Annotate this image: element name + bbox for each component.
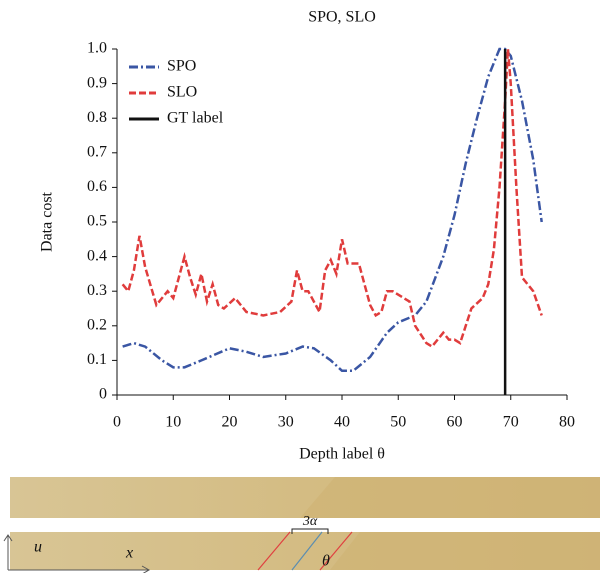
image-label: u	[34, 539, 42, 556]
y-tick-label: 0.8	[87, 109, 107, 126]
y-tick-label: 0.4	[87, 247, 107, 264]
axes-arrows	[3, 534, 151, 573]
x-tick-label: 50	[390, 414, 406, 431]
y-tick-label: 0	[99, 386, 107, 403]
image-label: 3α	[302, 514, 318, 529]
image-label: θ	[322, 553, 330, 570]
x-axis-label: Depth label θ	[299, 446, 385, 463]
image-strips: u x 3α θ	[3, 477, 600, 573]
y-tick-label: 0.9	[87, 74, 107, 91]
ray	[257, 531, 291, 571]
y-tick-label: 1.0	[87, 40, 107, 57]
legend-label: SPO	[167, 58, 196, 75]
x-tick-label: 0	[113, 414, 121, 431]
x-tick-label: 40	[334, 414, 350, 431]
x-tick-label: 80	[559, 414, 575, 431]
series-line	[121, 48, 543, 349]
ray	[291, 531, 323, 571]
legend-label: SLO	[167, 84, 197, 101]
x-tick-label: 30	[278, 414, 294, 431]
x-tick-label: 10	[165, 414, 181, 431]
ray	[319, 531, 353, 571]
y-tick-label: 0.2	[87, 316, 107, 333]
legend-label: GT label	[167, 110, 224, 127]
y-tick-label: 0.7	[87, 143, 107, 160]
y-tick-label: 0.5	[87, 213, 107, 230]
strip-shade	[330, 532, 600, 570]
y-tick-label: 0.1	[87, 351, 107, 368]
x-tick-label: 20	[222, 414, 238, 431]
y-axis-label: Data cost	[39, 191, 56, 252]
chart-title: SPO, SLO	[308, 9, 376, 26]
series-line	[122, 47, 543, 373]
x-tick-label: 70	[503, 414, 519, 431]
y-tick-label: 0.6	[87, 178, 107, 195]
x-tick-label: 60	[447, 414, 463, 431]
bracket	[291, 528, 329, 534]
image-label: x	[125, 545, 133, 562]
y-tick-label: 0.3	[87, 282, 107, 299]
strip-shade	[300, 477, 600, 518]
